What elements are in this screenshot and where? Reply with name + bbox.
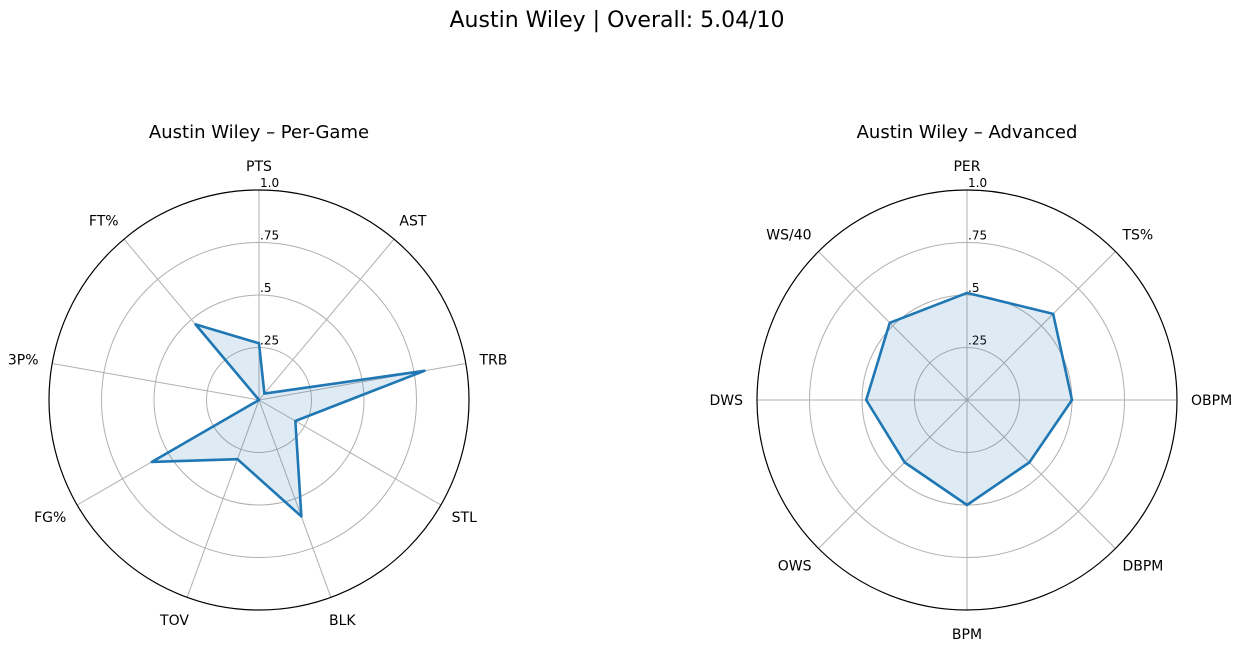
outer-ring	[48, 189, 470, 611]
grid-ring	[809, 242, 1125, 558]
category-label: OWS	[778, 558, 812, 574]
radial-tick-label: .75	[968, 229, 987, 243]
series-polygon	[864, 291, 1074, 507]
grid-ring	[153, 294, 365, 506]
grid-ring	[914, 347, 1020, 453]
radial-tick-label: .5	[968, 281, 979, 295]
radial-tick-label: 1.0	[968, 176, 987, 190]
grid-ring	[101, 242, 417, 558]
category-label: PTS	[246, 159, 272, 175]
category-label: FG%	[34, 510, 66, 526]
category-label: DBPM	[1122, 558, 1163, 574]
category-label: TRB	[478, 352, 507, 368]
category-label: FT%	[89, 214, 119, 230]
category-label: 3P%	[8, 352, 39, 368]
chart-title: Austin Wiley – Per-Game	[149, 122, 369, 143]
figure-suptitle: Austin Wiley | Overall: 5.04/10	[449, 8, 785, 33]
category-label: TOV	[159, 613, 189, 629]
category-label: BPM	[952, 627, 982, 643]
category-label: BLK	[329, 613, 356, 629]
series-polygon	[150, 323, 426, 518]
category-label: PER	[953, 159, 980, 175]
radial-tick-label: .75	[260, 229, 279, 243]
category-label: WS/40	[766, 228, 811, 244]
radial-tick-label: .5	[260, 281, 271, 295]
category-label: TS%	[1121, 228, 1153, 244]
outer-ring	[756, 189, 1178, 611]
category-label: AST	[399, 214, 426, 230]
category-label: STL	[452, 510, 477, 526]
category-label: DWS	[709, 393, 743, 409]
category-label: OBPM	[1191, 393, 1232, 409]
chart-title: Austin Wiley – Advanced	[857, 122, 1078, 143]
radial-tick-label: 1.0	[260, 176, 279, 190]
radial-tick-label: .25	[260, 334, 279, 348]
radial-tick-label: .25	[968, 334, 987, 348]
